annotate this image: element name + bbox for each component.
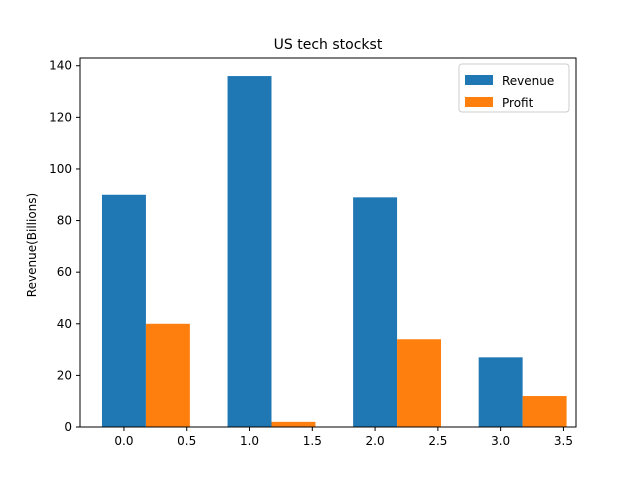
- y-tick-label: 40: [57, 317, 72, 331]
- bar-revenue-2: [353, 197, 398, 427]
- legend-swatch-revenue: [465, 75, 493, 85]
- x-tick-label: 1.0: [240, 434, 259, 448]
- x-tick-label: 0.5: [177, 434, 196, 448]
- x-tick-label: 3.5: [554, 434, 573, 448]
- bar-profit-1: [271, 421, 316, 427]
- bar-profit-2: [397, 339, 442, 427]
- legend-label-revenue: Revenue: [502, 74, 554, 88]
- y-tick-label: 140: [49, 59, 72, 73]
- y-axis-ticks: 0 20 40 60 80 100 120 140: [49, 59, 80, 434]
- y-tick-label: 0: [64, 420, 72, 434]
- legend-label-profit: Profit: [502, 96, 534, 110]
- y-tick-label: 80: [57, 214, 72, 228]
- x-tick-label: 3.0: [491, 434, 510, 448]
- y-tick-label: 20: [57, 368, 72, 382]
- x-axis-ticks: 0.0 0.5 1.0 1.5 2.0 2.5 3.0 3.5: [114, 427, 573, 448]
- y-axis-label: Revenue(Billions): [25, 193, 39, 297]
- bar-revenue-0: [101, 194, 146, 427]
- bar-revenue-3: [478, 357, 523, 427]
- chart-title: US tech stockst: [274, 37, 383, 53]
- bar-revenue-1: [227, 76, 272, 428]
- x-tick-label: 0.0: [114, 434, 133, 448]
- axes-frame: [79, 57, 577, 428]
- bar-profit-3: [522, 396, 567, 427]
- y-tick-label: 60: [57, 265, 72, 279]
- y-tick-label: 100: [49, 162, 72, 176]
- y-tick-label: 120: [49, 110, 72, 124]
- x-tick-label: 2.5: [428, 434, 447, 448]
- bars-layer: [101, 76, 567, 428]
- legend-swatch-profit: [465, 97, 493, 107]
- x-tick-label: 1.5: [303, 434, 322, 448]
- plot-frame: [79, 57, 577, 428]
- legend: Revenue Profit: [458, 63, 570, 113]
- bar-profit-0: [145, 323, 190, 427]
- x-tick-label: 2.0: [366, 434, 385, 448]
